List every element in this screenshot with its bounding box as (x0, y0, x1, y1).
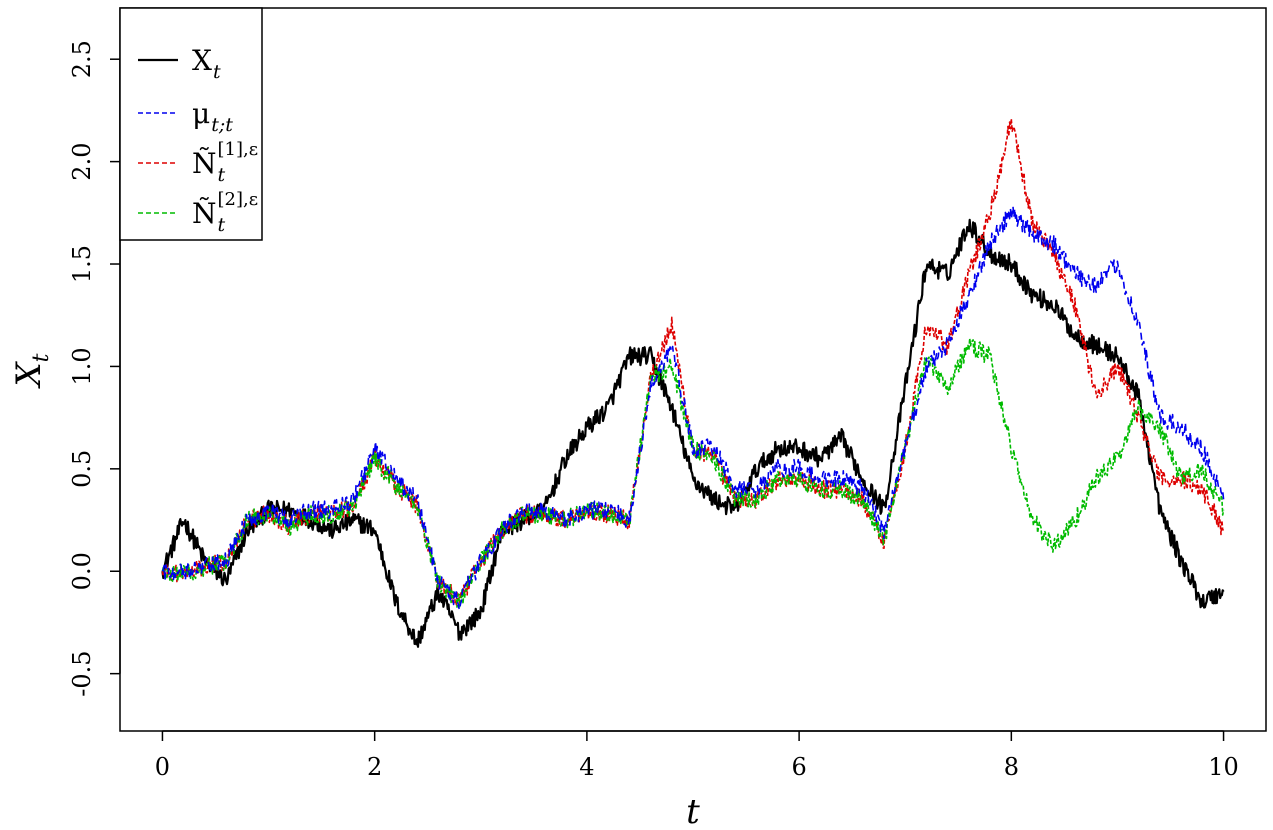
x-tick-label: 0 (155, 753, 170, 781)
x-tick-label: 2 (367, 753, 382, 781)
x-tick-label: 4 (579, 753, 594, 781)
legend-entry-2: Ñ (192, 147, 217, 180)
x-axis-title: t (686, 792, 700, 830)
plot-frame (119, 7, 1267, 732)
x-axis: 0 2 4 6 8 10 (155, 730, 1239, 781)
series-line-1 (161, 205, 1225, 611)
legend-entry-sub-3: t (218, 214, 226, 236)
y-tick-label: 0.0 (68, 552, 96, 590)
series-line-0 (161, 218, 1225, 648)
y-tick-label: 2.0 (68, 143, 96, 181)
series-layer (161, 118, 1225, 648)
legend-entry-sup-2: [1],ε (218, 139, 259, 160)
legend-entry-sub-0: t (213, 61, 221, 83)
x-tick-label: 10 (1208, 753, 1239, 781)
legend-entry-sup-3: [2],ε (218, 189, 259, 210)
legend-box (119, 7, 263, 241)
legend-entry-sub-1: t;t (211, 114, 233, 136)
x-tick-label: 6 (791, 753, 806, 781)
series-line-3 (161, 337, 1225, 608)
legend-entry-sub-2: t (218, 164, 226, 186)
legend-entry-3: Ñ (192, 197, 217, 230)
y-axis-title-sub: t (29, 353, 54, 362)
y-tick-label: 2.5 (68, 40, 96, 78)
y-tick-label: 1.0 (68, 347, 96, 385)
y-tick-label: 1.5 (68, 245, 96, 283)
legend-entry-1: μ (192, 97, 210, 130)
y-axis-title: Xt (9, 353, 54, 389)
x-tick-label: 8 (1004, 753, 1019, 781)
y-axis: -0.5 0.0 0.5 1.0 1.5 2.0 2.5 (68, 40, 121, 697)
y-tick-label: 0.5 (68, 450, 96, 488)
legend-entry-0: X (192, 44, 212, 77)
y-tick-label: -0.5 (68, 651, 96, 697)
